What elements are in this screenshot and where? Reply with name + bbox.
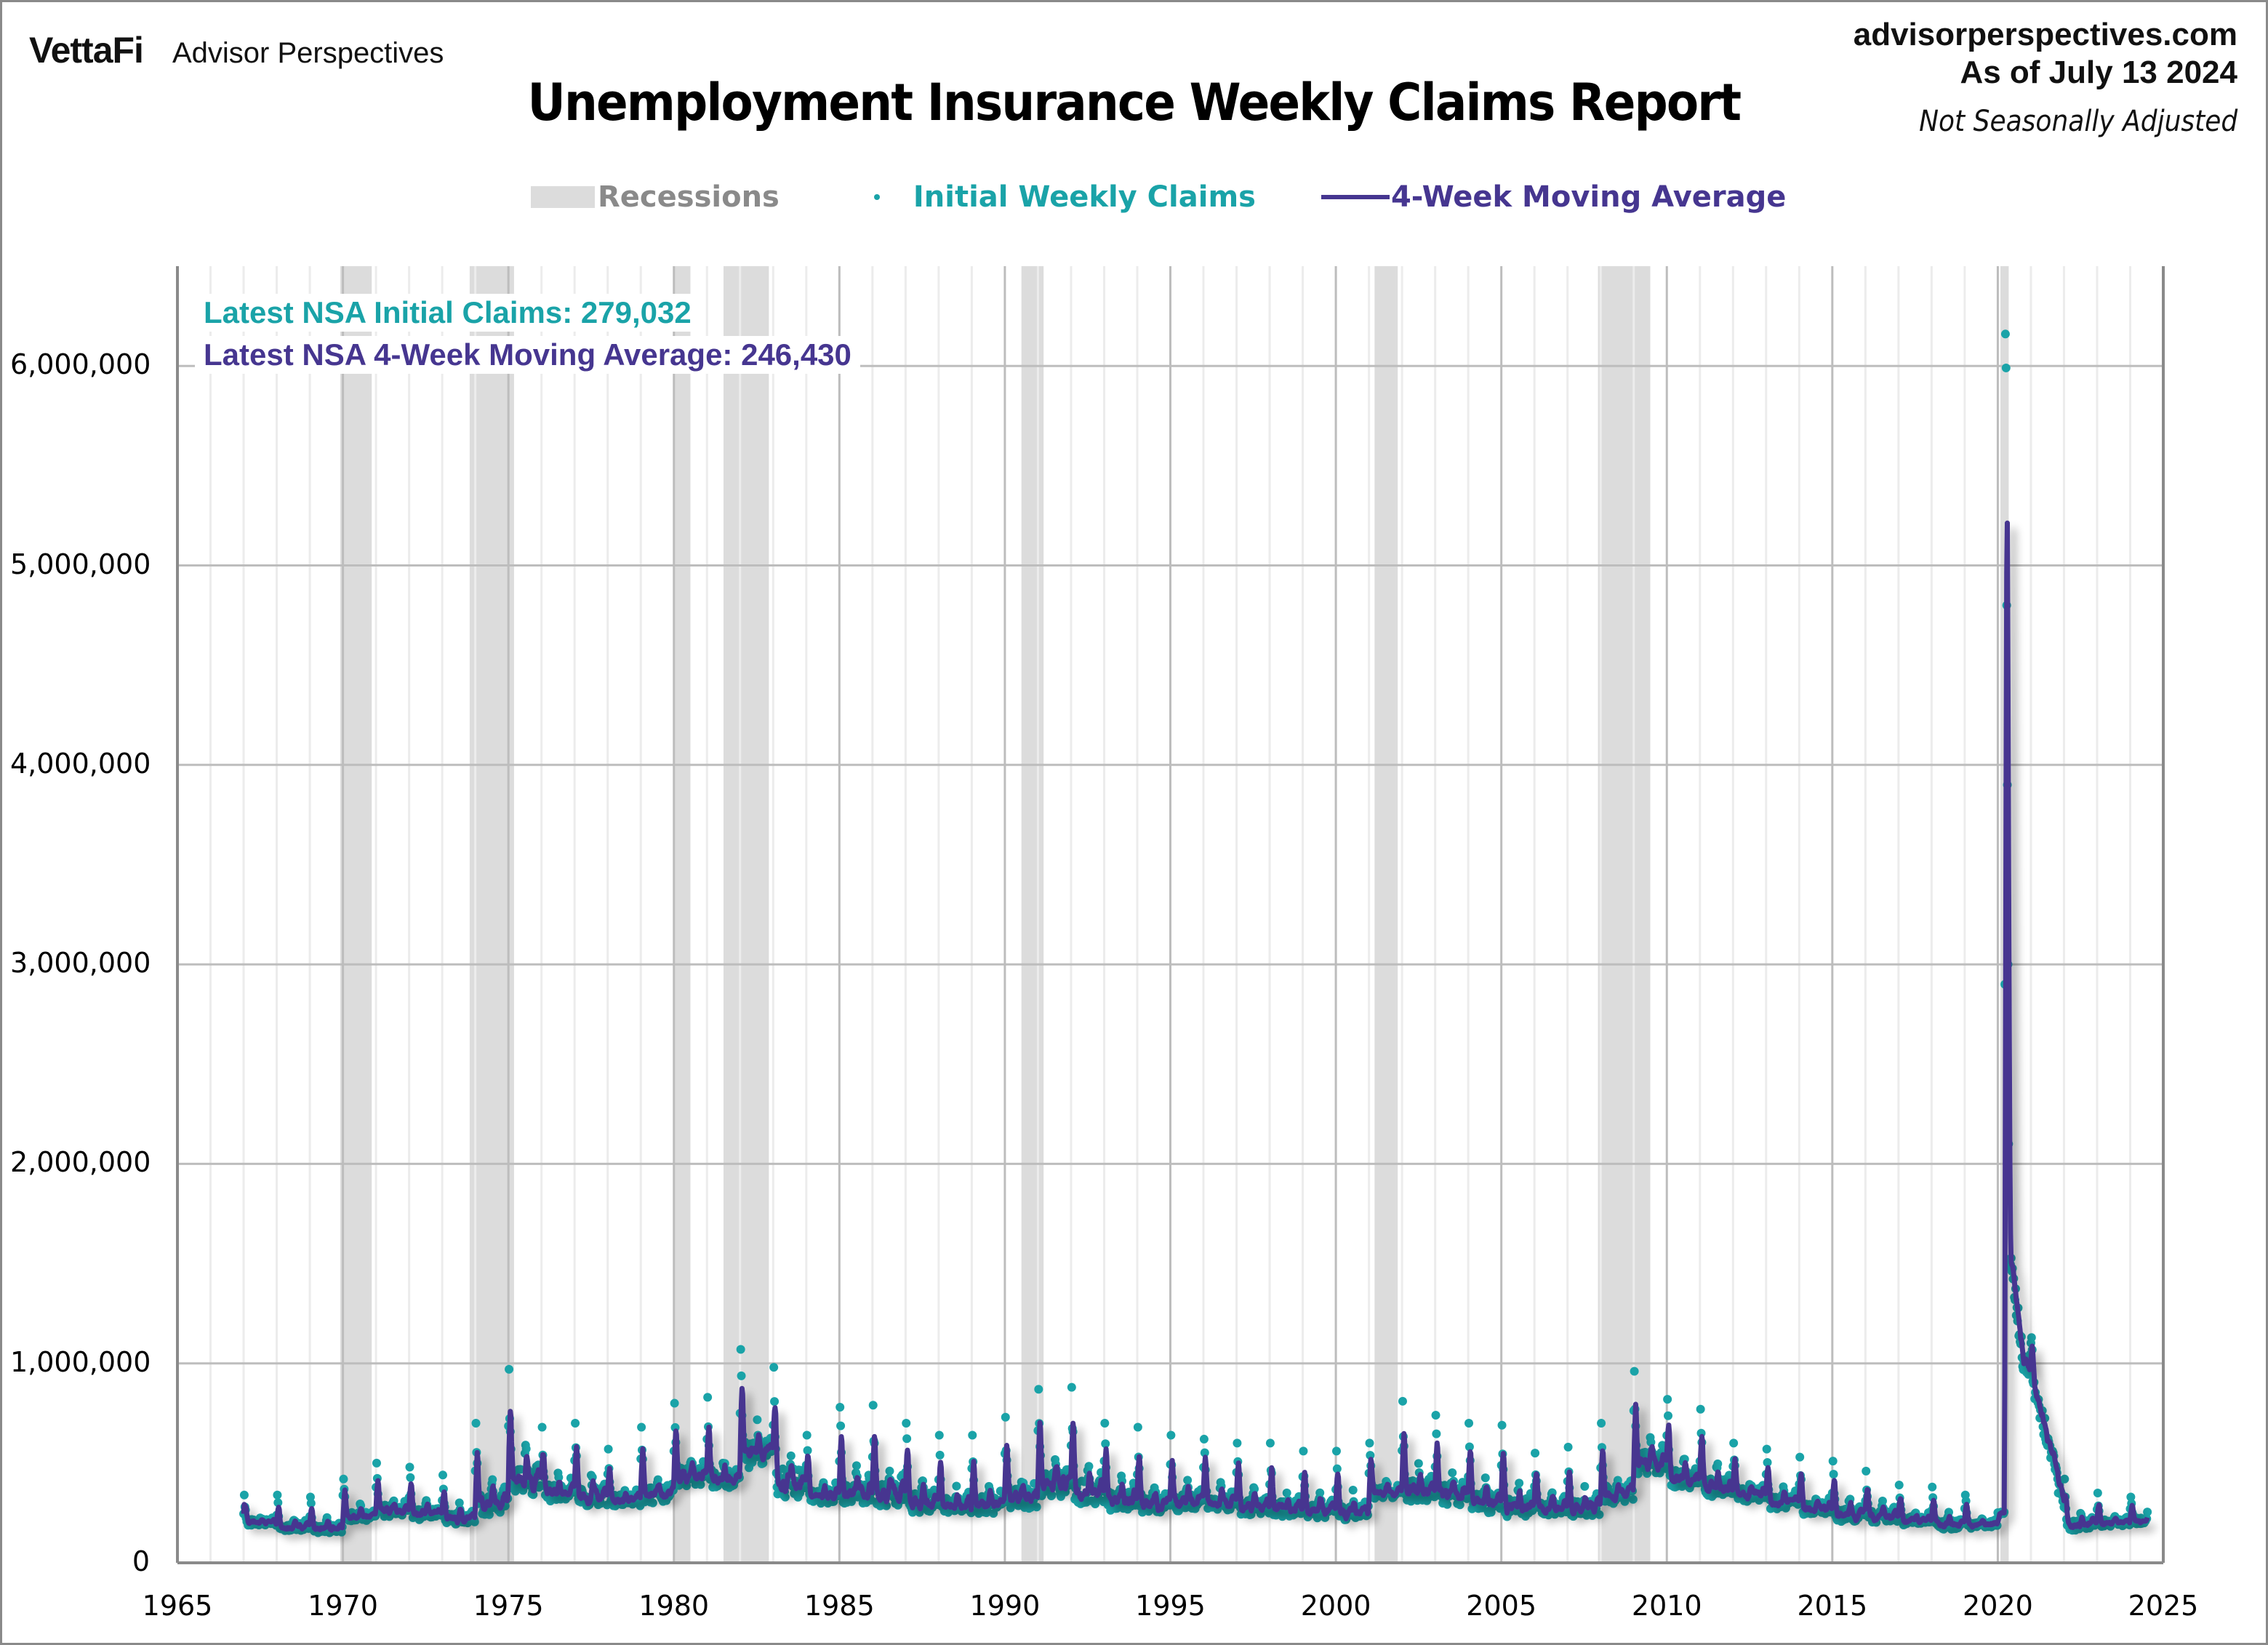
legend-recessions: Recessions [531,180,780,214]
recession-band [469,266,514,1563]
y-tick-label: 2,000,000 [10,1146,151,1179]
legend: Recessions Initial Weekly Claims 4-Week … [531,180,1851,214]
y-tick-label: 4,000,000 [10,747,151,780]
logo: VettaFi Advisor Perspectives [29,29,444,71]
latest-moving-average: Latest NSA 4-Week Moving Average: 246,43… [195,336,860,374]
legend-initial-claims: Initial Weekly Claims [845,180,1256,214]
x-tick-label: 1995 [1135,1590,1206,1622]
y-tick-label: 0 [132,1545,150,1577]
x-tick-label: 1975 [473,1590,544,1622]
x-tick-label: 2005 [1466,1590,1537,1622]
gridlines [177,266,2163,1563]
recession-swatch-icon [531,186,595,208]
x-tick-label: 2025 [2128,1590,2199,1622]
x-tick-label: 2010 [1631,1590,1702,1622]
x-tick-label: 1965 [142,1590,213,1622]
y-tick-label: 5,000,000 [10,548,151,580]
adjustment-note: Not Seasonally Adjusted [1918,105,2237,138]
recession-bands [340,266,2009,1563]
axes [176,266,2165,1564]
y-tick-label: 3,000,000 [10,947,151,980]
brand-subtitle: Advisor Perspectives [172,37,444,69]
source-site: advisorperspectives.com [1853,17,2237,52]
recession-band [340,266,372,1563]
chart-title: Unemployment Insurance Weekly Claims Rep… [527,73,1742,132]
x-tick-label: 1985 [804,1590,875,1622]
legend-moving-average: 4-Week Moving Average [1321,180,1786,214]
recession-band [1598,266,1651,1563]
brand-logo: VettaFi [29,30,144,71]
legend-recessions-label: Recessions [598,180,780,214]
x-tick-label: 1990 [969,1590,1041,1622]
recession-band [724,266,769,1563]
recession-band [1374,266,1398,1563]
x-tick-label: 2015 [1797,1590,1868,1622]
as-of-date: As of July 13 2024 [1960,55,2237,90]
x-tick-label: 2020 [1963,1590,2033,1622]
moving-average-line [241,520,2150,1533]
x-tick-label: 1970 [308,1590,378,1622]
y-tick-label: 1,000,000 [10,1345,151,1378]
x-tick-label: 1980 [638,1590,710,1622]
latest-initial-claims: Latest NSA Initial Claims: 279,032 [195,294,700,332]
recession-band [1021,266,1044,1563]
line-swatch-icon [1321,195,1390,199]
recession-band [673,266,691,1563]
dot-marker-icon [873,194,880,200]
legend-initial-label: Initial Weekly Claims [913,180,1256,214]
y-tick-label: 6,000,000 [10,348,151,381]
x-tick-label: 2000 [1300,1590,1371,1622]
source-block: advisorperspectives.com As of July 13 20… [1854,16,2237,138]
legend-ma-label: 4-Week Moving Average [1390,180,1787,214]
